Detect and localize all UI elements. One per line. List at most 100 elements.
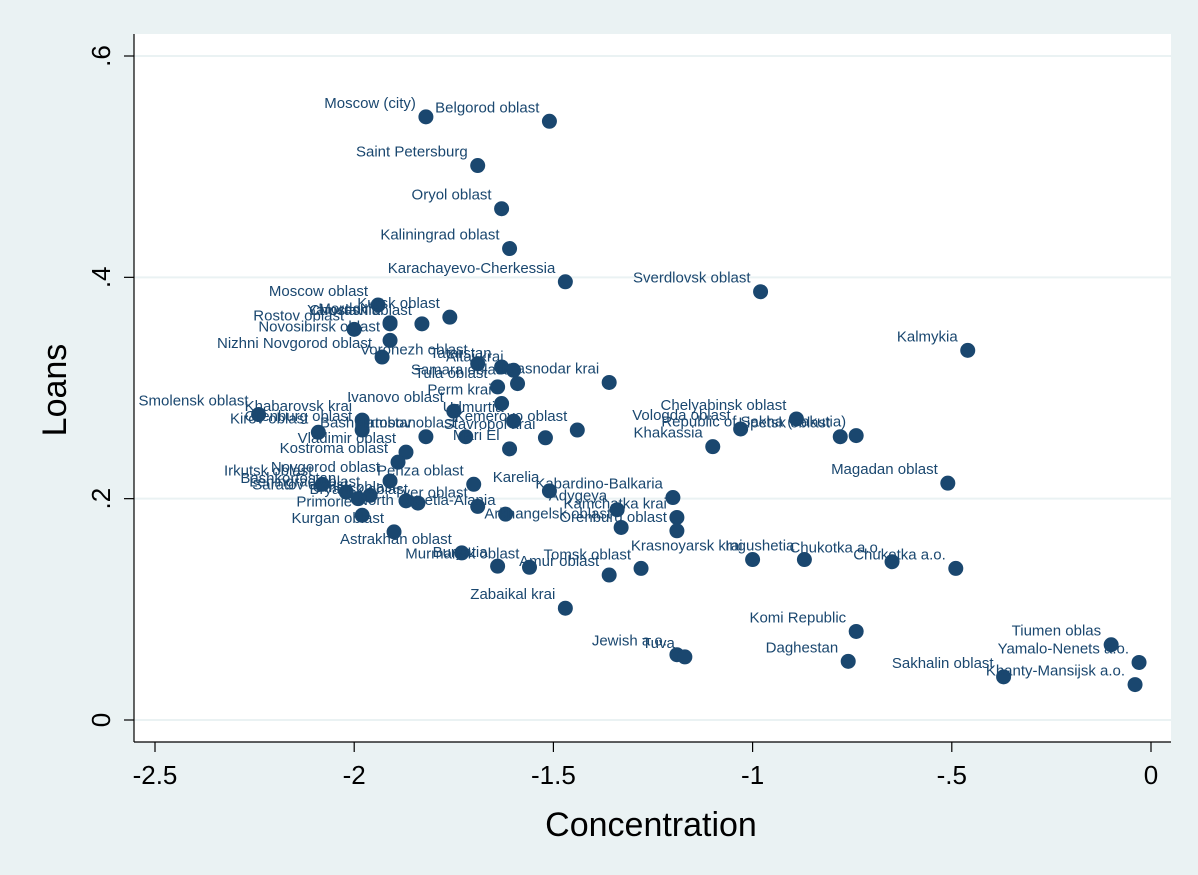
point-label: Daghestan (766, 639, 839, 656)
point-label: Jewish a.o. (592, 633, 667, 650)
scatter-point (346, 321, 362, 337)
point-label: Oryol oblast (412, 187, 493, 204)
point-label: Adygeya (549, 488, 608, 505)
scatter-point (382, 332, 398, 348)
scatter-point (601, 374, 617, 390)
point-label: Rostov oblast (253, 307, 345, 324)
scatter-point (470, 158, 486, 174)
scatter-point (350, 491, 366, 507)
point-label: Samara oblast (411, 362, 509, 379)
point-label: Yaroslavl oblast (307, 302, 413, 319)
scatter-point (960, 342, 976, 358)
point-label: Tver oblast (394, 484, 469, 501)
point-label: Yamalo-Nenets a.o. (998, 640, 1129, 657)
point-label: Vologda oblast (632, 407, 731, 424)
scatter-point (494, 395, 510, 411)
point-label: Irkutsk oblast (224, 462, 313, 479)
scatter-point (470, 356, 486, 372)
scatter-point (677, 649, 693, 665)
scatter-point (354, 422, 370, 438)
scatter-point (506, 413, 522, 429)
point-label: Sverdlovsk oblast (633, 270, 751, 287)
y-tick-label: .2 (86, 488, 116, 510)
scatter-point (454, 545, 470, 561)
point-label: Mordovia (318, 301, 380, 318)
scatter-point (398, 493, 414, 509)
scatter-point (490, 558, 506, 574)
data-points (251, 109, 1147, 693)
point-label: Bashkortostan (320, 415, 416, 432)
scatter-point (398, 444, 414, 460)
scatter-point (848, 623, 864, 639)
point-label: Penza oblast (377, 462, 465, 479)
scatter-point (613, 519, 629, 535)
scatter-point (848, 428, 864, 444)
point-label: Tuva (642, 635, 675, 652)
scatter-point (884, 554, 900, 570)
point-label: Sakhalin oblast (892, 655, 995, 672)
point-label: Vladimir oblast (298, 430, 397, 447)
point-label: Astrakhan oblast (340, 531, 453, 548)
x-tick-label: 0 (1144, 760, 1158, 790)
scatter-point (669, 509, 685, 525)
x-tick-label: -2.5 (133, 760, 178, 790)
axes: -2.5 -2 -1.5 -1 -.5 0 0 .2 .4 .6 (86, 34, 1171, 790)
scatter-point (498, 506, 514, 522)
point-label: Tambov oblast (359, 415, 457, 432)
scatter-point (458, 429, 474, 445)
point-label: Kirov oblast (230, 410, 309, 427)
scatter-point (609, 502, 625, 518)
point-label: Mari El (453, 427, 500, 444)
point-label: Karachayevo-Cherkessia (388, 260, 556, 277)
point-label: Khabarovsk krai (245, 398, 353, 415)
scatter-point (541, 483, 557, 499)
point-label: Khanty-Mansijsk a.o. (986, 663, 1125, 680)
y-axis-title: Loans (36, 344, 74, 437)
x-axis-title: Concentration (545, 806, 757, 844)
y-tick-label: .4 (86, 266, 116, 288)
point-label: Leningrad oblast (249, 473, 361, 490)
point-label: Tatarstan (430, 345, 492, 362)
point-label: Buryatia (433, 544, 489, 561)
point-label: Krasnodar krai (502, 360, 600, 377)
point-label: Magadan oblast (831, 461, 939, 478)
scatter-point (314, 476, 330, 492)
scatter-point (418, 429, 434, 445)
scatter-point (665, 490, 681, 506)
point-label: Saint Petersburg (356, 144, 468, 161)
y-tick-label: .6 (86, 45, 116, 67)
point-label: Lipetsk oblast (739, 415, 832, 432)
point-label: Karelia (493, 469, 540, 486)
point-label: Bryansk oblast (310, 481, 409, 498)
point-label: Orenburg oblast (559, 509, 667, 526)
x-tick-label: -.5 (937, 760, 967, 790)
point-label: Bashkortostan (240, 470, 336, 487)
scatter-point (541, 113, 557, 129)
scatter-point (537, 430, 553, 446)
scatter-point (502, 241, 518, 257)
point-label: Stavropol krai (444, 416, 536, 433)
point-label: Chukotka a.o. (853, 546, 946, 563)
scatter-point (362, 487, 378, 503)
scatter-point (633, 560, 649, 576)
point-label: Chukotka a.o. (789, 540, 882, 557)
point-label: Khakassia (634, 425, 704, 442)
point-label: Krasnoyarsk krai (631, 538, 743, 555)
scatter-point (502, 441, 518, 457)
point-label: Primorie (296, 493, 352, 510)
scatter-point (557, 274, 573, 290)
y-tick-label: 0 (86, 713, 116, 727)
gridlines (134, 55, 1171, 721)
scatter-point (557, 600, 573, 616)
point-label: Voronezh oblast (360, 342, 468, 359)
point-label: North Ossetia-Alania (357, 492, 496, 509)
scatter-point (338, 484, 354, 500)
scatter-point (788, 411, 804, 427)
scatter-point (470, 498, 486, 514)
point-label: Omsk oblast (313, 479, 397, 496)
scatter-point (374, 349, 390, 365)
scatter-point (410, 495, 426, 511)
point-label: Chuvashia (309, 302, 381, 319)
point-label: Ingushetia (725, 538, 795, 555)
